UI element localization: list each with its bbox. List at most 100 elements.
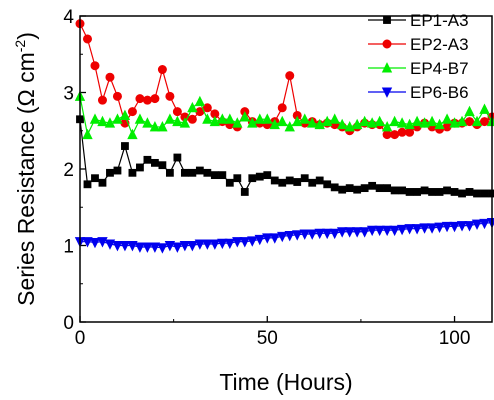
data-point: [360, 184, 369, 193]
data-point: [91, 174, 99, 183]
data-point: [157, 121, 168, 132]
data-point: [404, 224, 415, 235]
series-EP6-B6: [74, 218, 494, 254]
data-point: [224, 238, 236, 250]
x-tick-label: 50: [257, 328, 278, 349]
y-axis-title-main: Series Resistance (Ω cm: [13, 52, 39, 306]
data-point: [157, 243, 168, 254]
data-point: [179, 117, 191, 128]
legend-item: EP1-A3: [368, 11, 469, 30]
data-point: [210, 171, 219, 180]
data-point: [292, 115, 303, 127]
legend-marker: [382, 39, 392, 49]
data-point: [188, 168, 197, 177]
data-point: [374, 115, 385, 127]
data-point: [382, 130, 392, 140]
data-point: [488, 189, 494, 198]
data-point: [426, 115, 438, 127]
data-point: [315, 176, 324, 185]
data-point: [450, 188, 459, 196]
data-point: [359, 227, 370, 238]
data-point: [426, 223, 438, 234]
data-point: [351, 227, 363, 238]
data-point: [106, 168, 114, 177]
data-point: [150, 94, 160, 104]
data-point: [89, 237, 101, 249]
data-point: [314, 118, 325, 130]
data-point: [396, 224, 408, 236]
data-point: [232, 237, 243, 248]
y-tick-label: 2: [63, 160, 74, 181]
data-point: [172, 107, 182, 117]
data-point: [127, 128, 138, 140]
data-point: [366, 225, 378, 237]
legend-marker: [381, 87, 393, 98]
data-point: [239, 237, 250, 248]
tick-labels: 0 50 100 0 1 2 3 4: [63, 7, 470, 349]
data-point: [434, 118, 445, 130]
data-point: [149, 242, 161, 253]
data-point: [179, 241, 191, 252]
data-point: [458, 189, 466, 198]
data-point: [479, 218, 490, 230]
legend-item: EP4-B7: [368, 59, 469, 78]
data-point: [233, 174, 242, 183]
data-point: [405, 127, 415, 137]
data-point: [277, 231, 288, 243]
data-point: [278, 178, 287, 187]
data-point: [82, 34, 92, 44]
data-point: [465, 117, 475, 127]
data-point: [239, 111, 250, 122]
x-tick-label: 100: [439, 328, 471, 349]
data-point: [398, 186, 407, 195]
x-axis-title: Time (Hours): [219, 369, 352, 395]
data-point: [127, 241, 138, 252]
y-tick-label: 3: [63, 84, 74, 105]
data-point: [112, 91, 122, 101]
data-series: [74, 19, 494, 254]
data-point: [134, 113, 146, 124]
data-point: [359, 115, 370, 127]
data-point: [322, 228, 333, 240]
legend-label: EP1-A3: [410, 11, 469, 30]
data-point: [390, 186, 399, 195]
data-point: [247, 117, 258, 128]
data-point: [314, 228, 325, 240]
data-point: [217, 113, 228, 124]
data-point: [308, 178, 317, 187]
data-point: [104, 117, 116, 128]
data-point: [285, 176, 294, 185]
data-point: [307, 117, 318, 128]
legend-item: EP6-B6: [368, 83, 469, 102]
data-point: [277, 115, 288, 127]
data-point: [390, 130, 400, 140]
data-point: [419, 223, 430, 234]
data-point: [375, 184, 384, 193]
data-point: [82, 237, 93, 248]
data-point: [374, 225, 385, 237]
data-point: [284, 121, 295, 132]
data-point: [307, 229, 318, 240]
data-point: [119, 241, 131, 252]
data-point: [292, 230, 303, 241]
data-point: [262, 233, 273, 244]
data-point: [240, 188, 249, 196]
data-point: [225, 178, 234, 187]
data-point: [471, 115, 483, 127]
x-tick-label: 0: [75, 328, 86, 349]
y-axis-title: Series Resistance (Ω cm-2): [12, 32, 39, 306]
data-point: [456, 115, 468, 127]
data-point: [471, 219, 483, 230]
data-point: [164, 113, 176, 124]
data-point: [247, 236, 258, 247]
data-point: [456, 221, 468, 232]
data-point: [411, 224, 423, 235]
data-point: [105, 72, 115, 82]
data-point: [464, 105, 475, 117]
data-point: [381, 121, 393, 132]
data-point: [218, 171, 227, 180]
legend-label: EP6-B6: [410, 83, 469, 102]
data-point: [434, 222, 445, 234]
data-point: [255, 172, 264, 181]
